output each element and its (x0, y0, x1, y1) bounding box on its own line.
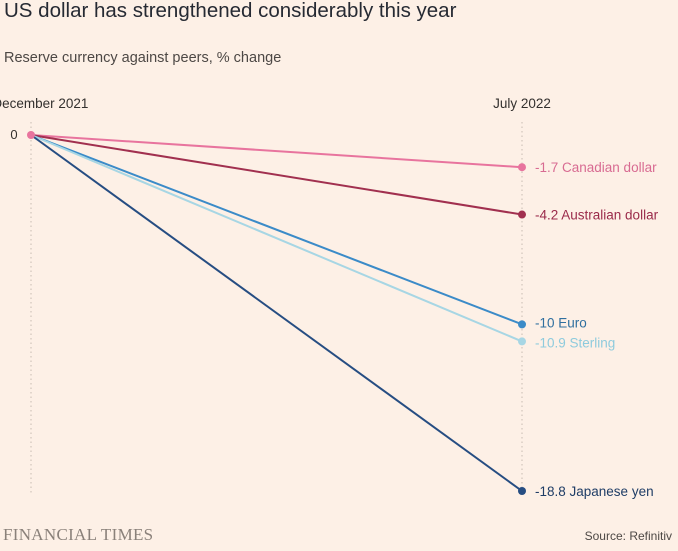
series-line-canadian-dollar (30, 134, 523, 169)
end-point-marker (518, 320, 526, 329)
series-line-sterling (30, 134, 523, 343)
end-point-marker (518, 163, 526, 172)
series-end-label: -10.9 Sterling (535, 335, 615, 350)
x-tick-label: July 2022 (493, 96, 551, 111)
series-end-label: -4.2 Australian dollar (535, 208, 659, 223)
series-line-japanese-yen (30, 134, 523, 492)
y-tick-label: 0 (10, 127, 17, 142)
series-end-label: -1.7 Canadian dollar (535, 160, 657, 175)
financial-times-logo: FINANCIAL TIMES (3, 525, 154, 544)
start-point-marker (27, 131, 35, 139)
end-point-marker (518, 337, 526, 346)
end-point-marker (518, 210, 526, 219)
x-tick-label: 31 December 2021 (0, 96, 88, 111)
series-line-euro (30, 134, 523, 326)
source-note: Source: Refinitiv (584, 529, 672, 543)
series-line-australian-dollar (30, 134, 523, 216)
series-end-label: -10 Euro (535, 315, 587, 330)
series-end-label: -18.8 Japanese yen (535, 484, 654, 499)
chart-subtitle: Reserve currency against peers, % change (4, 50, 282, 66)
chart-title: US dollar has strengthened considerably … (4, 0, 457, 22)
end-point-marker (518, 487, 526, 495)
